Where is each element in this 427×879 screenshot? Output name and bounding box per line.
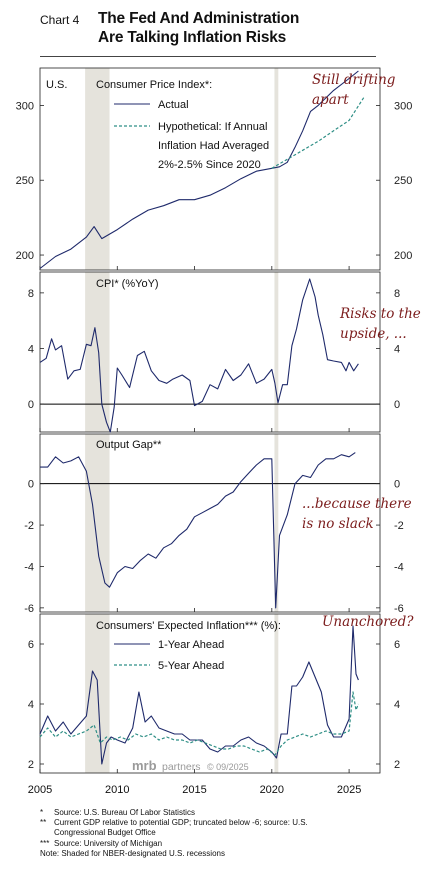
footnotes: * Source: U.S. Bureau Of Labor Statistics… <box>40 808 420 859</box>
y-tick-label-left: 6 <box>28 639 34 651</box>
y-tick-label-right: -4 <box>394 561 404 573</box>
panel-title: Output Gap** <box>96 439 162 451</box>
panel-title: Consumer Price Index*: <box>96 79 212 91</box>
series-line-output-gap <box>40 452 356 609</box>
y-tick-label-right: 0 <box>394 479 400 491</box>
legend: 1-Year Ahead 5-Year Ahead <box>114 639 224 672</box>
footnote-text: Source: U.S. Bureau Of Labor Statistics <box>54 808 195 817</box>
annotation-text: Still drifting <box>312 72 396 88</box>
x-tick-label: 2025 <box>337 784 361 796</box>
watermark-brand: mrb <box>132 758 157 773</box>
y-tick-label-right: -2 <box>394 520 404 532</box>
footnote-text: Current GDP relative to potential GDP; t… <box>54 818 308 828</box>
annotation-text: Risks to the <box>339 306 421 322</box>
panel-title: Consumers' Expected Inflation*** (%): <box>96 620 281 632</box>
y-tick-label-left: 0 <box>28 479 34 491</box>
recession-shade <box>274 434 279 612</box>
panel-frame <box>39 433 381 613</box>
y-tick-label-left: 8 <box>28 288 34 300</box>
y-tick-label-left: 4 <box>28 344 34 356</box>
footnote-text: Congressional Budget Office <box>54 828 156 838</box>
chart-title-line-2: Are Talking Inflation Risks <box>98 29 287 46</box>
series-line-hypothetical <box>271 96 366 169</box>
footnote-mark <box>40 828 54 838</box>
y-tick-label-left: 200 <box>16 250 34 262</box>
y-tick-label-right: 8 <box>394 288 400 300</box>
legend-label-1yr: 1-Year Ahead <box>158 639 224 651</box>
footnote-0: * Source: U.S. Bureau Of Labor Statistics <box>40 808 420 818</box>
recession-shade <box>85 68 110 270</box>
x-tick-label: 2020 <box>260 784 284 796</box>
chart-number: Chart 4 <box>40 13 80 27</box>
y-tick-label-left: -4 <box>24 561 34 573</box>
legend-label-actual: Actual <box>158 99 189 111</box>
annotation-text: apart <box>312 92 349 108</box>
panel-title: CPI* (%YoY) <box>96 278 159 290</box>
chart-title: The Fed And Administration Are Talking I… <box>98 9 299 47</box>
recession-shade <box>85 272 110 432</box>
footnote-text: Note: Shaded for NBER-designated U.S. re… <box>40 848 225 858</box>
panel-frame <box>39 271 381 433</box>
watermark: mrb partners © 09/2025 <box>132 758 249 773</box>
watermark-date: © 09/2025 <box>207 762 249 772</box>
y-tick-label-left: 4 <box>28 699 34 711</box>
footnote-text: Source: University of Michigan <box>54 838 163 848</box>
footnote-2: Congressional Budget Office <box>40 828 420 838</box>
y-tick-label-left: 2 <box>28 759 34 771</box>
panel-2: 0 0 4 4 8 8 CPI* (%YoY) Risks to the upside, ... <box>28 271 421 433</box>
y-tick-label-right: 4 <box>394 344 400 356</box>
panel-frame <box>39 67 381 271</box>
recession-shade <box>274 272 279 432</box>
annotation-text: ...because there <box>302 496 412 512</box>
recession-shade <box>85 434 110 612</box>
legend-label-5yr: 5-Year Ahead <box>158 660 224 672</box>
annotation-text: Unanchored? <box>322 614 414 630</box>
panel-frame <box>39 613 381 774</box>
y-tick-label-right: 0 <box>394 399 400 411</box>
title-rule <box>40 56 376 57</box>
panel-3: -6 -6 -4 -4 -2 -2 0 0 Output Gap** ...because the… <box>24 433 412 615</box>
footnote-1: ** Current GDP relative to potential GDP;… <box>40 818 420 828</box>
recession-shade <box>274 614 279 773</box>
panel-1: 200 200 250 250 300 300 U.S. Consumer Price Ind… <box>16 67 412 271</box>
y-tick-label-right: 250 <box>394 175 412 187</box>
footnote-4: Note: Shaded for NBER-designated U.S. re… <box>40 849 420 859</box>
annotation-text: is no slack <box>302 516 374 532</box>
y-tick-label-right: 200 <box>394 250 412 262</box>
y-tick-label-right: 4 <box>394 699 400 711</box>
legend: Actual Hypothetical: If Annual Inflation H… <box>114 99 269 171</box>
footnote-mark: * <box>40 808 44 817</box>
y-tick-label-right: 300 <box>394 100 412 112</box>
y-tick-label-right: 2 <box>394 759 400 771</box>
y-tick-label-left: 300 <box>16 100 34 112</box>
series-line-5-year-ahead <box>39 691 359 756</box>
x-tick-label: 2010 <box>105 784 129 796</box>
y-tick-label-right: 6 <box>394 639 400 651</box>
footnote-mark: ** <box>40 818 47 828</box>
series-line-cpi-yoy <box>39 278 359 433</box>
chart-header: Chart 4 The Fed And Administration Are T… <box>0 0 427 60</box>
y-tick-label-left: 250 <box>16 175 34 187</box>
footnote-mark: *** <box>40 838 50 848</box>
x-tick-label: 2015 <box>182 784 206 796</box>
y-tick-label-right: -6 <box>394 603 404 615</box>
recession-shade <box>85 614 110 773</box>
recession-shade <box>274 68 279 270</box>
series-line-1-year-ahead <box>39 625 359 765</box>
y-tick-label-left: 0 <box>28 399 34 411</box>
annotation-text: upside, ... <box>340 326 407 342</box>
chart-title-line-1: The Fed And Administration <box>98 10 300 27</box>
watermark-word: partners <box>162 761 201 773</box>
legend-label-hypothetical: Hypothetical: If Annual <box>158 121 267 133</box>
panel-4: 2 2 4 4 6 6 Consumers' Expected Inflation*** (… <box>28 613 414 774</box>
series-line-actual <box>39 70 359 269</box>
x-tick-label: 2005 <box>28 784 52 796</box>
corner-label: U.S. <box>46 79 67 91</box>
legend-label-hypothetical-3: 2%-2.5% Since 2020 <box>158 159 261 171</box>
y-tick-label-left: -2 <box>24 520 34 532</box>
footnote-3: *** Source: University of Michigan <box>40 839 420 849</box>
y-tick-label-left: -6 <box>24 603 34 615</box>
legend-label-hypothetical-2: Inflation Had Averaged <box>158 140 269 152</box>
